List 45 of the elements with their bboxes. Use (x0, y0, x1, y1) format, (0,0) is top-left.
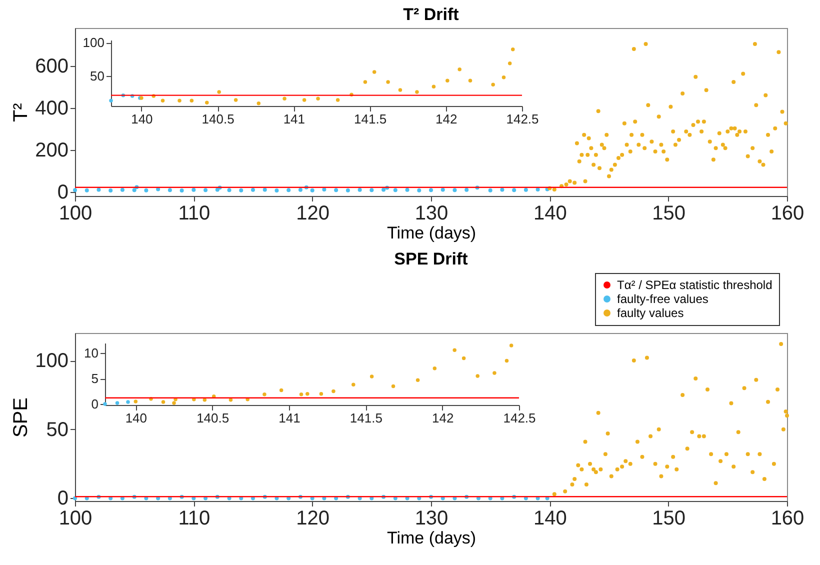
x-tick-label: 142 (436, 112, 458, 126)
y-tick-label: 0 (57, 181, 68, 204)
y-tick-label: 10 (84, 346, 98, 361)
x-tick-label: 130 (414, 202, 448, 224)
x-tick-label: 150 (652, 202, 686, 224)
x-tick-label: 150 (652, 508, 686, 530)
x-tick-label: 141.5 (354, 112, 387, 126)
x-tick-label: 120 (296, 508, 330, 530)
legend-label: faulty-free values (617, 292, 708, 306)
y-tick-label: 200 (35, 139, 68, 162)
x-tick-label: 142.5 (503, 410, 536, 426)
x-tick-label: 141 (278, 410, 300, 426)
x-tick-label: 142.5 (506, 112, 539, 126)
x-tick-label: 160 (770, 508, 804, 530)
x-axis-title: Time (days) (386, 528, 476, 548)
x-tick-label: 141.5 (350, 410, 382, 426)
y-tick-label: 0 (57, 488, 68, 510)
legend-label: faulty values (617, 306, 684, 320)
x-tick-label: 140 (533, 508, 567, 530)
legend-label: Tα² / SPEα statistic threshold (617, 278, 772, 292)
x-tick-label: 110 (178, 508, 210, 530)
y-tick-label: 400 (35, 97, 68, 120)
y-axis-title: T² (10, 102, 32, 122)
y-tick-label: 600 (35, 55, 68, 78)
y-tick-label: 50 (90, 68, 104, 84)
x-tick-label: 140.5 (202, 112, 234, 126)
y-tick-label: 50 (46, 418, 68, 441)
chart-title: SPE Drift (394, 250, 468, 268)
x-tick-label: 120 (296, 202, 330, 224)
y-tick-label: 5 (91, 371, 98, 386)
chart-title: T² Drift (403, 5, 460, 24)
y-axis-title: SPE (10, 397, 32, 438)
x-tick-label: 140.5 (196, 410, 230, 426)
x-tick-label: 140 (125, 410, 148, 426)
x-axis-title: Time (days) (386, 224, 476, 242)
x-tick-label: 160 (770, 202, 804, 224)
y-tick-label: 100 (35, 350, 68, 372)
x-tick-label: 130 (414, 508, 448, 530)
x-tick-label: 142 (432, 410, 454, 426)
x-tick-label: 110 (178, 202, 210, 224)
y-tick-label: 0 (91, 396, 98, 412)
x-tick-label: 140 (131, 112, 153, 126)
x-tick-label: 140 (533, 202, 567, 224)
x-tick-label: 141 (283, 112, 306, 126)
y-tick-label: 100 (82, 35, 104, 50)
